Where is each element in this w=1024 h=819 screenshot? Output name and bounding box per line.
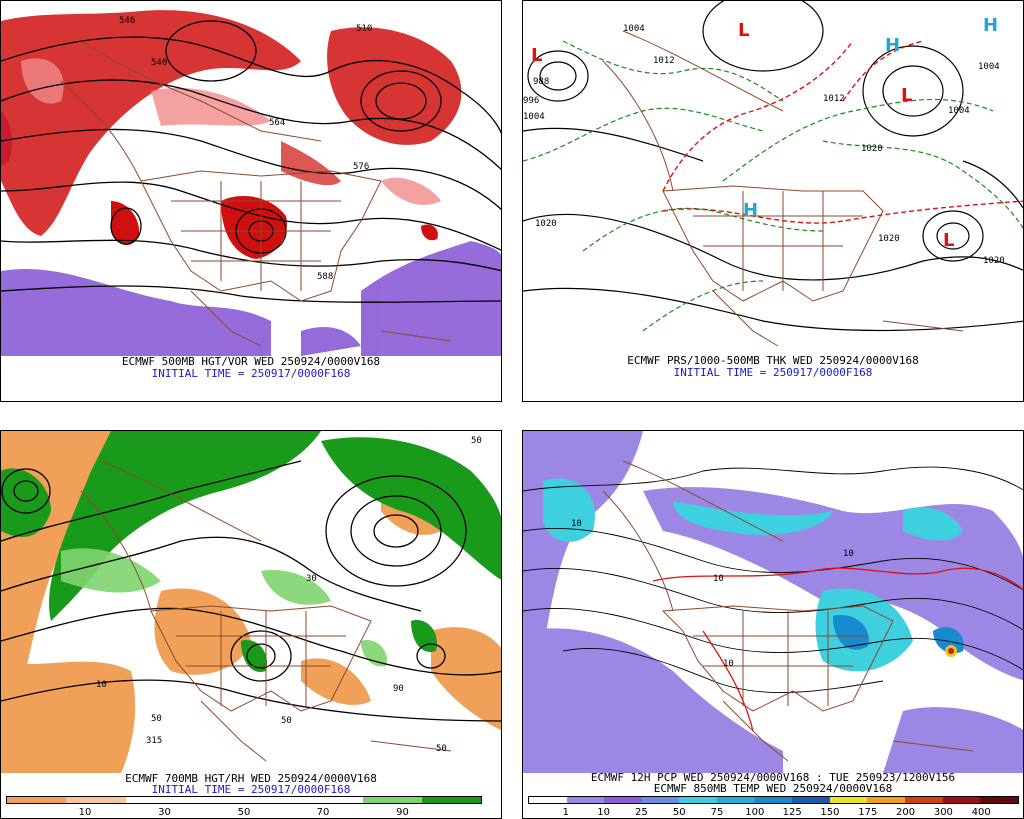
heavy-precip-fill	[833, 615, 964, 654]
legend-tick: 10	[78, 807, 92, 818]
political-borders	[80, 460, 452, 762]
thickness-warm	[662, 40, 1023, 224]
isobar-label: 1004	[978, 62, 1000, 72]
rh-color-legend	[6, 796, 482, 804]
contour-label: 576	[353, 162, 369, 172]
panel-subtitle: ECMWF 850MB TEMP WED 250924/0000V168	[653, 782, 893, 795]
legend-tick: 25	[635, 807, 648, 818]
contour-label: 50	[151, 714, 162, 724]
panel-title: ECMWF 700MB HGT/RH WED 250924/0000V168	[125, 772, 377, 785]
isobars	[523, 1, 1023, 332]
initial-time: INITIAL TIME = 250917/0000F168	[151, 367, 351, 380]
temp-label: 10	[723, 659, 734, 669]
legend-tick: 75	[710, 807, 724, 818]
isobar-label: 1020	[535, 219, 557, 229]
contour-label: 546	[119, 16, 135, 26]
vorticity-light	[21, 58, 441, 205]
panel-precip-850mb-temp: 10 10 10 10 ECMWF 12H PCP WED 250924/000…	[522, 430, 1024, 819]
isobar-label: 1012	[653, 56, 675, 66]
contour-label: 510	[356, 24, 372, 34]
rh-legend-ticks: 10 30 50 70 90	[6, 807, 482, 818]
moist-air-light	[61, 548, 387, 667]
height-contours	[1, 20, 501, 303]
low-pressure-marker: L	[738, 20, 749, 41]
legend-tick: 90	[396, 807, 409, 818]
contour-label: 90	[393, 684, 404, 694]
low-pressure-marker: L	[901, 85, 912, 106]
contour-label: 30	[306, 574, 317, 584]
isobar-label: 1020	[861, 144, 883, 154]
contour-label: 50	[281, 716, 292, 726]
legend-tick: 10	[597, 807, 610, 818]
contour-label: 50	[471, 436, 482, 446]
isobar-label: 1012	[823, 94, 845, 104]
panel-title: ECMWF 12H PCP WED 250924/0000V168 : TUE …	[590, 771, 956, 784]
precip-color-legend	[528, 796, 1019, 804]
map-pressure-thickness: L L L L H H H 1004 1012 1020 1020 1020 1…	[523, 1, 1023, 353]
isobar-label: 1020	[878, 234, 900, 244]
isobar-label: 1004	[948, 106, 970, 116]
panel-700mb-hgt-rh: 50 10 30 50 90 50 315 50 ECMWF 700MB HGT…	[0, 430, 502, 819]
panel-title: ECMWF 500MB HGT/VOR WED 250924/0000V168	[121, 355, 381, 368]
political-borders	[60, 40, 452, 347]
legend-tick: 150	[820, 807, 840, 818]
isobar-label: 1004	[523, 112, 545, 122]
legend-tick: 50	[672, 807, 686, 818]
isobar-label: 988	[533, 77, 549, 87]
negative-vorticity-fill	[1, 111, 501, 356]
contour-label: 540	[151, 58, 167, 68]
political-borders	[602, 460, 974, 762]
isobar-label: 996	[523, 96, 539, 106]
850mb-temp-contours	[523, 466, 1023, 693]
legend-tick: 70	[316, 807, 330, 818]
height-contours	[1, 460, 501, 722]
extreme-precip-fill	[945, 645, 957, 657]
panel-pressure-thickness: L L L L H H H 1004 1012 1020 1020 1020 1…	[522, 0, 1024, 402]
high-pressure-marker: H	[743, 200, 758, 221]
isobar-label: 1020	[983, 256, 1005, 266]
high-pressure-marker: H	[885, 35, 900, 56]
low-pressure-marker: L	[531, 45, 542, 66]
map-700mb-relative-humidity: 50 10 30 50 90 50 315 50	[1, 431, 501, 773]
panel-title: ECMWF PRS/1000-500MB THK WED 250924/0000…	[627, 354, 919, 367]
initial-time: INITIAL TIME = 250917/0000F168	[673, 366, 873, 379]
panel-500mb-hgt-vor: 546 540 564 576 588 510 ECMWF 500MB HGT/…	[0, 0, 502, 402]
legend-tick: 100	[745, 807, 765, 818]
positive-vorticity-fill	[1, 10, 462, 259]
temp-label: 10	[843, 549, 854, 559]
thickness-cold	[523, 40, 1023, 332]
legend-tick: 175	[858, 807, 878, 818]
contour-label: 50	[436, 744, 447, 754]
freezing-line	[652, 567, 1023, 732]
legend-tick: 50	[237, 807, 251, 818]
map-precipitation: 10 10 10 10	[523, 431, 1023, 773]
map-500mb-vorticity: 546 540 564 576 588 510	[1, 1, 501, 356]
legend-tick: 200	[896, 807, 916, 818]
legend-tick: 300	[933, 807, 953, 818]
contour-label: 10	[96, 680, 107, 690]
contour-label: 564	[269, 118, 285, 128]
legend-tick: 400	[971, 807, 991, 818]
political-borders	[602, 30, 964, 347]
isobar-label: 1004	[623, 24, 645, 34]
legend-tick: 125	[782, 807, 802, 818]
precip-legend-ticks: 1 10 25 50 75 100 125 150 175 200 300 40…	[528, 807, 1019, 818]
low-pressure-marker: L	[943, 230, 954, 251]
contour-label: 315	[146, 736, 162, 746]
temp-label: 10	[571, 519, 582, 529]
high-pressure-marker: H	[983, 15, 998, 36]
temp-label: 10	[713, 574, 724, 584]
initial-time: INITIAL TIME = 250917/0000F168	[151, 783, 351, 796]
legend-tick: 1	[562, 807, 569, 818]
legend-tick: 30	[158, 807, 171, 818]
contour-label: 588	[317, 272, 333, 282]
